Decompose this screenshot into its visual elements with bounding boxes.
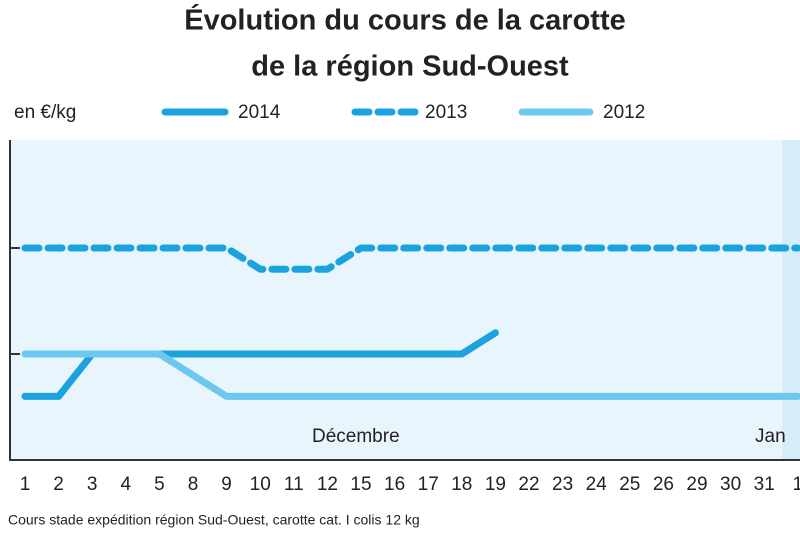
x-tick-label: 23 [552, 474, 573, 495]
x-tick-label: 19 [485, 474, 506, 495]
series-line [21, 244, 800, 273]
x-tick-label: 17 [418, 474, 439, 495]
plot-background [10, 140, 800, 460]
x-tick-label: 24 [586, 474, 608, 495]
x-tick-label: 8 [188, 474, 199, 495]
x-tick-label: 5 [154, 474, 165, 495]
footnote: Cours stade expédition région Sud-Ouest,… [8, 512, 420, 528]
x-tick-label: 26 [653, 474, 674, 495]
x-tick-label: 22 [518, 474, 539, 495]
x-tick-label: 1 [20, 474, 31, 495]
legend-label: 2012 [603, 102, 645, 123]
y-axis-label: en €/kg [14, 102, 76, 123]
series-line [21, 350, 800, 400]
x-tick-label: 25 [619, 474, 640, 495]
x-tick-label: 9 [221, 474, 232, 495]
legend-label: 2014 [238, 102, 281, 123]
x-tick-label: 12 [317, 474, 338, 495]
annotation: Décembre [312, 426, 400, 447]
x-tick-label: 11 [284, 474, 304, 495]
chart-title: Évolution du cours de la carotte [184, 3, 626, 37]
x-tick-label: 16 [384, 474, 405, 495]
x-tick-label: 18 [451, 474, 472, 495]
x-tick-label: 1 [793, 474, 800, 495]
x-tick-label: 10 [250, 474, 271, 495]
x-tick-label: 29 [686, 474, 707, 495]
x-tick-label: 31 [754, 474, 775, 495]
legend-label: 2013 [425, 102, 467, 123]
x-tick-label: 2 [53, 474, 64, 495]
x-tick-label: 30 [720, 474, 741, 495]
x-tick-label: 4 [121, 474, 132, 495]
annotation: Jan [755, 426, 786, 447]
month-band [782, 140, 800, 460]
chart-title: de la région Sud-Ouest [251, 51, 569, 83]
x-tick-label: 3 [87, 474, 98, 495]
x-tick-label: 15 [350, 474, 371, 495]
